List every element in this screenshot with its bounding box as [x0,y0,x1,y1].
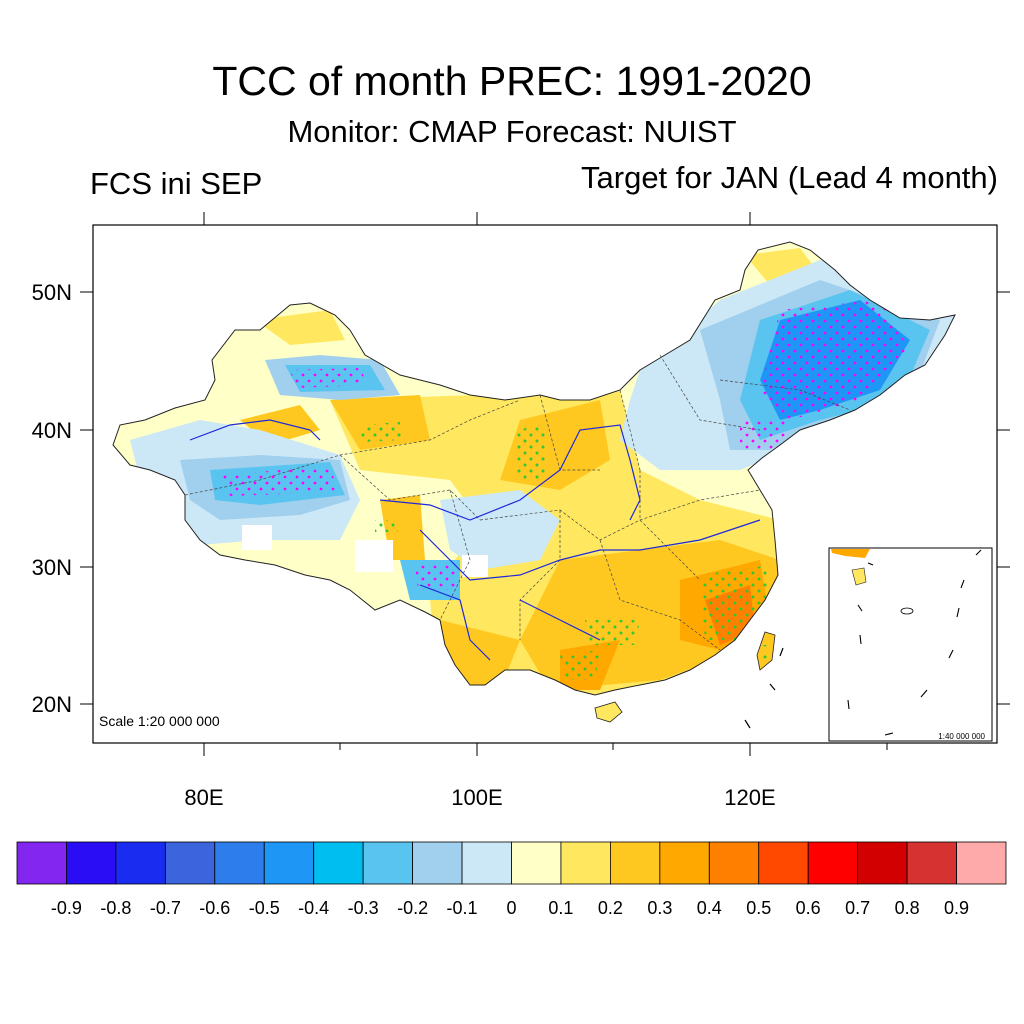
colorbar-label: 0.5 [746,898,771,918]
colorbar-label: -0.1 [447,898,478,918]
colorbar-label: 0.2 [598,898,623,918]
init-label: FCS ini SEP [90,166,263,201]
lat-ticks [80,291,1010,705]
colorbar-label: 0.3 [647,898,672,918]
colorbar-label: -0.6 [199,898,230,918]
lon-tick-label: 100E [451,785,502,810]
colorbar-swatch [708,841,760,885]
inset-scale-label: 1:40 000 000 [938,732,985,741]
colorbar-label: -0.8 [100,898,131,918]
colorbar-swatch [956,841,1007,885]
chart-subtitle: Monitor: CMAP Forecast: NUIST [287,114,737,149]
colorbar-swatch [16,841,67,885]
province-boundaries [184,354,851,651]
colorbar-swatch [610,841,661,885]
lon-ticks [203,212,888,756]
map-scale-label: Scale 1:20 000 000 [99,713,220,729]
colorbar: -0.9 -0.8 -0.7 -0.6 -0.5 -0.4 -0.3 -0.2 -0.1 0 0.1… [16,841,1007,918]
colorbar-label: -0.5 [249,898,280,918]
colorbar-swatch [560,841,611,885]
lon-tick-label: 80E [184,785,223,810]
colorbar-swatch [906,841,957,885]
south-china-sea-inset: 1:40 000 000 [828,547,993,742]
colorbar-label: -0.2 [397,898,428,918]
colorbar-label: 0.9 [944,898,969,918]
colorbar-label: -0.7 [150,898,181,918]
colorbar-swatch [362,841,413,885]
colorbar-swatch [164,841,216,885]
colorbar-label: 0.4 [697,898,722,918]
hainan [594,701,623,723]
colorbar-swatch [511,841,562,885]
colorbar-swatch [263,841,315,885]
colorbar-label: -0.9 [51,898,82,918]
lon-tick-label: 120E [724,785,775,810]
china-border [112,241,956,696]
colorbar-swatch [758,841,809,885]
colorbar-label: 0.8 [895,898,920,918]
colorbar-label: -0.4 [298,898,329,918]
colorbar-swatch [807,841,859,885]
colorbar-swatch [66,841,117,885]
colorbar-swatch [461,841,512,885]
lat-tick-label: 30N [32,555,72,580]
colorbar-swatch [659,841,710,885]
chart-title: TCC of month PREC: 1991-2020 [212,58,812,104]
colorbar-label: 0.7 [845,898,870,918]
rivers [189,419,761,661]
lat-tick-label: 20N [32,692,72,717]
colorbar-swatch [412,841,463,885]
colorbar-label: -0.3 [348,898,379,918]
colorbar-label: 0.1 [548,898,573,918]
colorbar-label: 0 [506,898,516,918]
colorbar-swatch [313,841,364,885]
colorbar-swatch [857,841,908,885]
sea-boundary-marks [744,647,784,729]
colorbar-label: 0.6 [796,898,821,918]
lat-tick-label: 40N [32,418,72,443]
target-label: Target for JAN (Lead 4 month) [581,160,998,195]
lat-tick-label: 50N [32,280,72,305]
colorbar-swatch [115,841,166,885]
colorbar-swatch [214,841,265,885]
